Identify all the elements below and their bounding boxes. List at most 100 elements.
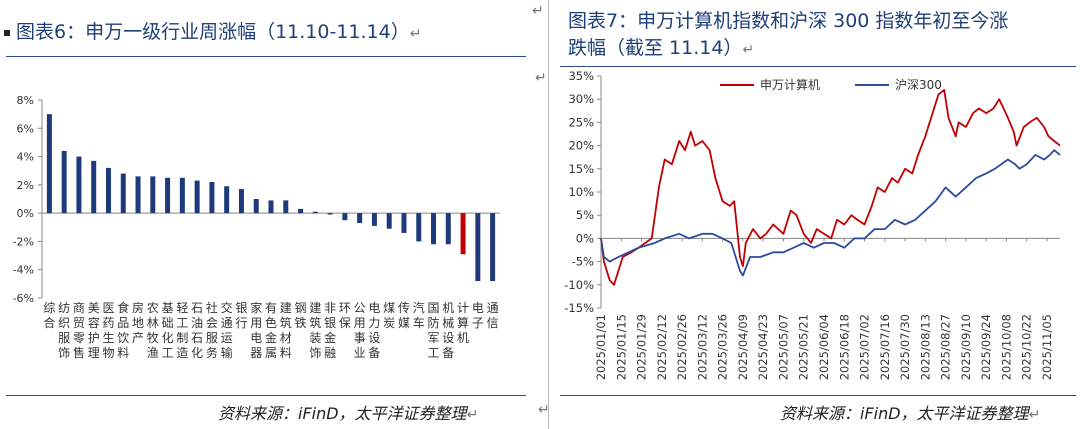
bar-建筑材料: [283, 200, 289, 214]
bar-category-char: 融: [324, 346, 336, 360]
bar-category-char: 林: [147, 316, 159, 330]
line-x-tick-label: 2025/10/22: [1020, 314, 1034, 380]
bar-category-char: 食: [117, 300, 129, 315]
bar-通信: [490, 213, 496, 282]
line-y-tick-label: 15%: [568, 162, 594, 176]
bar-category-char: 贸: [73, 316, 85, 330]
line-x-tick-label: 2025/01/01: [594, 314, 608, 380]
bar-category-char: 械: [442, 315, 454, 330]
bar-category-char: 金: [265, 330, 277, 345]
return-mark-icon: ↵: [535, 70, 547, 86]
line-x-tick-label: 2025/07/30: [898, 314, 912, 380]
right-title-line1: 图表7：申万计算机指数和沪深 300 指数年初至今涨: [568, 10, 1009, 32]
bar-category-char: 制: [176, 331, 188, 345]
bar-钢铁: [298, 208, 304, 214]
bar-category-label: 纺织服饰: [58, 301, 70, 360]
return-mark-icon: ↵: [742, 42, 755, 58]
panel-separator: [548, 0, 549, 429]
bar-category-char: 饰: [309, 346, 321, 360]
bar-商贸零售: [76, 156, 82, 214]
bar-category-char: 用: [354, 316, 366, 330]
line-x-tick-label: 2025/08/27: [939, 314, 953, 380]
bar-机械设备: [445, 213, 451, 245]
bar-category-char: 家: [250, 300, 262, 315]
bar-交通运输: [224, 186, 230, 214]
right-source-text: 资料来源：iFinD，太平洋证券整理: [780, 404, 1029, 423]
bar-category-char: 汽: [413, 300, 425, 315]
line-x-tick-label: 2025/01/15: [614, 314, 628, 380]
return-mark-icon: ↵: [466, 407, 479, 423]
bar-category-char: 牧: [147, 331, 159, 345]
bar-食品饮料: [120, 173, 126, 214]
bar-category-char: 化: [191, 346, 203, 360]
bar-category-char: 渔: [147, 346, 159, 360]
bar-category-char: 基: [162, 301, 174, 315]
line-x-tick-label: 2025/07/02: [858, 314, 872, 380]
bar-category-char: 有: [265, 301, 277, 315]
bar-category-label: 煤炭: [383, 301, 395, 330]
bar-category-char: 药: [102, 316, 114, 330]
bar-电力设备: [371, 213, 377, 226]
line-x-tick-label: 2025/03/26: [716, 314, 730, 380]
right-source-rule: [560, 395, 1076, 396]
bar-category-label: 非银金融: [324, 301, 336, 360]
bar-category-char: 设: [368, 331, 380, 345]
bar-category-char: 护: [88, 331, 100, 345]
bar-category-label: 食品饮料: [117, 300, 129, 360]
bar-category-char: 备: [368, 346, 380, 360]
bar-美容护理: [91, 160, 97, 214]
bar-医药生物: [105, 167, 111, 214]
bar-category-char: 信: [487, 316, 499, 330]
return-mark-icon: ↵: [532, 3, 544, 19]
bar-y-tick-label: 0%: [17, 207, 34, 220]
bar-category-char: 饰: [58, 346, 70, 360]
line-x-tick-label: 2025/08/13: [918, 314, 932, 380]
bar-category-label: 建筑装饰: [309, 301, 321, 360]
line-y-tick-label: 5%: [576, 208, 594, 222]
bar-category-char: 石: [191, 301, 203, 315]
bar-category-char: 础: [162, 316, 174, 330]
line-y-tick-label: 0%: [576, 231, 594, 245]
right-chart-title: 图表7：申万计算机指数和沪深 300 指数年初至今涨 跌幅（截至 11.14）↵: [568, 8, 1008, 64]
line-x-tick-label: 2025/01/29: [635, 314, 649, 380]
bar-category-label: 公用事业: [354, 301, 366, 360]
bar-综合: [46, 114, 52, 214]
bar-category-char: 工: [176, 316, 188, 330]
bar-category-char: 油: [191, 316, 203, 330]
bar-非银金融: [327, 213, 333, 215]
bar-category-label: 电子: [472, 301, 484, 330]
bar-category-char: 铁: [295, 316, 307, 330]
bar-category-char: 售: [73, 345, 85, 360]
bar-category-label: 房地产: [132, 300, 144, 345]
bar-category-char: 军: [428, 331, 440, 345]
bar-category-char: 料: [280, 346, 292, 360]
bar-category-char: 织: [58, 316, 70, 330]
bar-y-tick-label: -6%: [13, 292, 34, 305]
bullet-square-icon: [4, 29, 10, 36]
bar-汽车: [416, 213, 422, 242]
bar-y-tick-label: 2%: [17, 179, 34, 192]
right-source: 资料来源：iFinD，太平洋证券整理↵: [780, 400, 1040, 424]
bar-category-char: 输: [221, 345, 233, 360]
bar-category-label: 轻工制造: [176, 301, 188, 360]
bar-category-char: 美: [88, 301, 100, 315]
bar-category-char: 银: [235, 301, 247, 315]
bar-category-label: 银行: [235, 301, 247, 330]
bar-y-tick-label: -2%: [13, 235, 34, 248]
line-x-tick-label: 2025/02/12: [655, 314, 669, 380]
bar-category-char: 银: [324, 316, 336, 330]
bar-category-char: 轻: [176, 301, 188, 315]
bar-y-tick-label: 8%: [17, 94, 34, 107]
left-source-text: 资料来源：iFinD，太平洋证券整理: [218, 404, 467, 423]
bar-category-char: 保: [339, 316, 351, 330]
line-x-tick-label: 2025/07/16: [878, 314, 892, 380]
bar-category-label: 美容护理: [88, 301, 100, 360]
bar-农林牧渔: [150, 176, 156, 214]
bar-轻工制造: [179, 177, 185, 214]
bar-category-char: 金: [324, 330, 336, 345]
bar-category-char: 电: [250, 331, 262, 345]
left-title-text: 图表6：申万一级行业周涨幅（11.10-11.14）: [16, 21, 410, 43]
right-title-line2: 跌幅（截至 11.14）: [568, 37, 743, 59]
bar-纺织服饰: [61, 150, 67, 214]
line-y-tick-label: 30%: [568, 92, 594, 106]
